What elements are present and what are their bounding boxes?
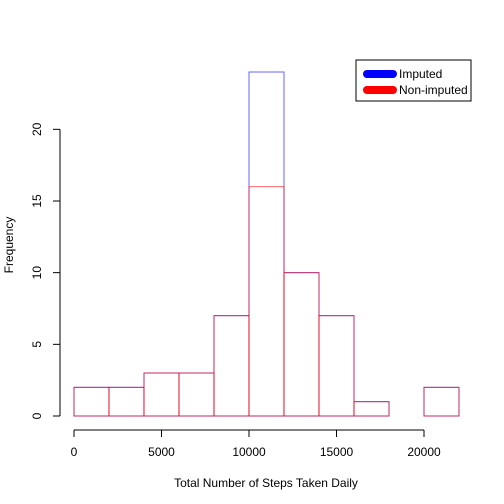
- y-tick-label-3: 15: [30, 194, 44, 208]
- x-tick-label-1: 5000: [148, 445, 175, 459]
- imputed-bar-6: [284, 273, 319, 416]
- legend-label-0: Imputed: [399, 67, 442, 81]
- imputed-bar-0: [74, 387, 109, 416]
- y-tick-label-2: 10: [30, 266, 44, 280]
- y-tick-label-0: 0: [30, 412, 44, 419]
- imputed-bar-10: [424, 387, 459, 416]
- y-axis-label: Frequency: [2, 217, 16, 274]
- imputed-bar-8: [354, 402, 389, 416]
- x-axis: 0 5000 10000 15000 20000: [71, 430, 441, 459]
- imputed-bar-4: [214, 316, 249, 416]
- imputed-bar-7: [319, 316, 354, 416]
- x-tick-label-4: 20000: [407, 445, 441, 459]
- y-axis: 0 5 10 15 20: [30, 122, 60, 419]
- legend: Imputed Non-imputed: [356, 60, 471, 101]
- x-tick-label-3: 15000: [320, 445, 354, 459]
- imputed-bar-5: [249, 72, 284, 416]
- imputed-bar-2: [144, 373, 179, 416]
- imputed-bars: [74, 72, 459, 416]
- legend-label-1: Non-imputed: [399, 83, 468, 97]
- imputed-bar-1: [109, 387, 144, 416]
- y-tick-label-1: 5: [30, 341, 44, 348]
- x-axis-label: Total Number of Steps Taken Daily: [174, 476, 358, 490]
- x-tick-label-2: 10000: [232, 445, 266, 459]
- x-tick-label-0: 0: [71, 445, 78, 459]
- y-tick-label-4: 20: [30, 122, 44, 136]
- imputed-bar-3: [179, 373, 214, 416]
